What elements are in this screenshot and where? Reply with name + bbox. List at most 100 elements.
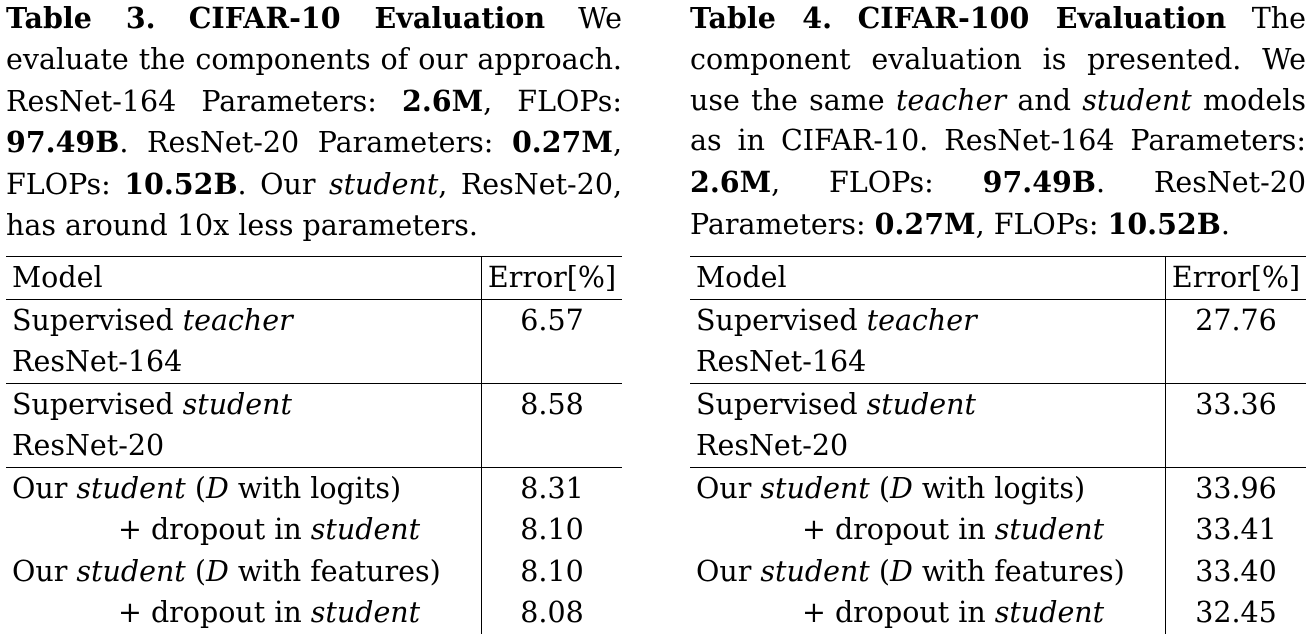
caption-part: and xyxy=(1006,83,1083,117)
model-text: student xyxy=(994,513,1105,546)
model-text: student xyxy=(760,471,870,505)
caption-part: student xyxy=(328,168,439,202)
model-text: Our xyxy=(696,471,761,505)
model-text: Our xyxy=(12,471,77,505)
model-text: Supervised xyxy=(12,387,183,421)
caption-part: 0.27M xyxy=(874,206,976,241)
caption-part: 2.6M xyxy=(690,165,772,200)
model-text: D xyxy=(205,471,229,505)
row-model: + dropout in student xyxy=(690,509,1166,551)
table-row: + dropout in student 8.10 xyxy=(6,509,622,551)
row-model: + dropout in student xyxy=(690,592,1166,634)
caption-part: . Our xyxy=(237,168,329,202)
caption-part: . xyxy=(1220,207,1230,241)
row-model: Our student (D with logits) xyxy=(690,467,1166,509)
table-row: Our student (D with logits) 8.31 xyxy=(6,467,622,509)
table-3-label: Table 3. xyxy=(6,1,156,35)
caption-part: teacher xyxy=(895,83,1007,117)
row-model: Supervised student xyxy=(690,383,1166,425)
row-error: 8.10 xyxy=(481,509,622,551)
model-text: D xyxy=(205,554,229,588)
model-text: D xyxy=(889,471,913,505)
model-text: Supervised xyxy=(696,303,867,337)
model-text: with features) xyxy=(912,554,1125,588)
model-text: ( xyxy=(185,554,206,588)
model-text: + dropout in xyxy=(802,596,995,629)
row-error: 8.08 xyxy=(481,592,622,634)
caption-part: . ResNet-20 Parameters: xyxy=(690,166,1306,241)
table-row: ResNet-20 xyxy=(6,425,622,468)
table-4-panel: Table 4. CIFAR-100 Evaluation The compon… xyxy=(690,0,1306,634)
table-4-name: CIFAR-100 Evaluation xyxy=(857,1,1227,35)
caption-part: 97.49B xyxy=(6,125,120,160)
caption-part: 10.52B xyxy=(124,167,238,202)
caption-part: , FLOPs: xyxy=(483,84,622,118)
row-model: + dropout in student xyxy=(6,592,482,634)
row-error: 33.36 xyxy=(1165,383,1306,425)
table-row: Our student (D with features) 8.10 xyxy=(6,550,622,592)
table-3-panel: Table 3. CIFAR-10 Evaluation We evaluate… xyxy=(6,0,622,634)
table-row: + dropout in student 8.08 xyxy=(6,592,622,634)
table-row: ResNet-164 xyxy=(6,341,622,384)
table-4-caption: Table 4. CIFAR-100 Evaluation The compon… xyxy=(690,0,1306,246)
model-text: Our xyxy=(12,554,77,588)
model-text: with logits) xyxy=(228,471,402,505)
row-error: 33.40 xyxy=(1165,550,1306,592)
row-model: Supervised teacher xyxy=(690,299,1166,341)
model-text: student xyxy=(76,471,186,505)
model-text: + dropout in xyxy=(118,596,311,629)
model-text: Our xyxy=(696,554,761,588)
table-row: Our student (D with features) 33.40 xyxy=(690,550,1306,593)
caption-part: , FLOPs: xyxy=(975,207,1108,241)
table-3-caption: Table 3. CIFAR-10 Evaluation We evaluate… xyxy=(6,0,622,246)
model-text: student xyxy=(310,513,421,546)
table-header-row: Model Error[%] xyxy=(690,256,1306,300)
table-4-label: Table 4. xyxy=(690,1,833,35)
model-text: Supervised xyxy=(12,303,183,337)
table-row: Supervised student 8.58 xyxy=(6,383,622,425)
row-error: 8.10 xyxy=(481,550,622,592)
model-text: with features) xyxy=(228,554,441,588)
table-row: + dropout in student 32.45 xyxy=(690,592,1306,634)
header-error: Error[%] xyxy=(1165,256,1306,300)
model-text: ( xyxy=(869,554,890,588)
model-text: + dropout in xyxy=(118,513,311,546)
row-error: 32.45 xyxy=(1165,592,1306,634)
row-error: 8.58 xyxy=(481,383,622,425)
caption-part: , ResNet-20, has around 10x less paramet… xyxy=(6,168,623,242)
row-model: Our student (D with features) xyxy=(690,551,1166,593)
row-model-line2: ResNet-164 xyxy=(6,341,482,384)
row-error: 33.41 xyxy=(1165,509,1306,551)
caption-part: We evaluate the components of our approa… xyxy=(6,2,623,118)
row-error: 6.57 xyxy=(481,299,622,341)
row-model: Supervised teacher xyxy=(6,299,482,341)
row-error-empty xyxy=(1165,341,1306,384)
row-error: 8.31 xyxy=(481,467,622,509)
caption-part: 2.6M xyxy=(402,83,484,118)
row-model: Supervised student xyxy=(6,383,482,425)
model-text: teacher xyxy=(866,303,977,337)
row-error-empty xyxy=(481,341,622,384)
caption-part: , FLOPs: xyxy=(6,126,622,202)
model-text: student xyxy=(994,596,1105,629)
table-row: ResNet-164 xyxy=(690,341,1306,384)
header-error: Error[%] xyxy=(481,256,622,300)
model-text: student xyxy=(760,554,870,588)
caption-part: . ResNet-20 Parameters: xyxy=(119,126,512,160)
row-model: + dropout in student xyxy=(6,509,482,551)
model-text: ( xyxy=(869,471,890,505)
model-text: teacher xyxy=(182,303,293,337)
model-text: student xyxy=(182,387,292,421)
model-text: ( xyxy=(185,471,206,505)
row-error: 27.76 xyxy=(1165,299,1306,341)
table-row: + dropout in student 33.41 xyxy=(690,509,1306,551)
model-text: student xyxy=(76,554,186,588)
model-text: student xyxy=(310,596,421,629)
table-4: Model Error[%] Supervised teacher 27.76 … xyxy=(690,256,1306,634)
table-3-name: CIFAR-10 Evaluation xyxy=(188,1,546,35)
row-model-line2: ResNet-164 xyxy=(690,341,1166,384)
model-text: with logits) xyxy=(912,471,1086,505)
header-model: Model xyxy=(6,256,482,300)
table-row: ResNet-20 xyxy=(690,425,1306,468)
caption-part: 10.52B xyxy=(1107,206,1221,241)
